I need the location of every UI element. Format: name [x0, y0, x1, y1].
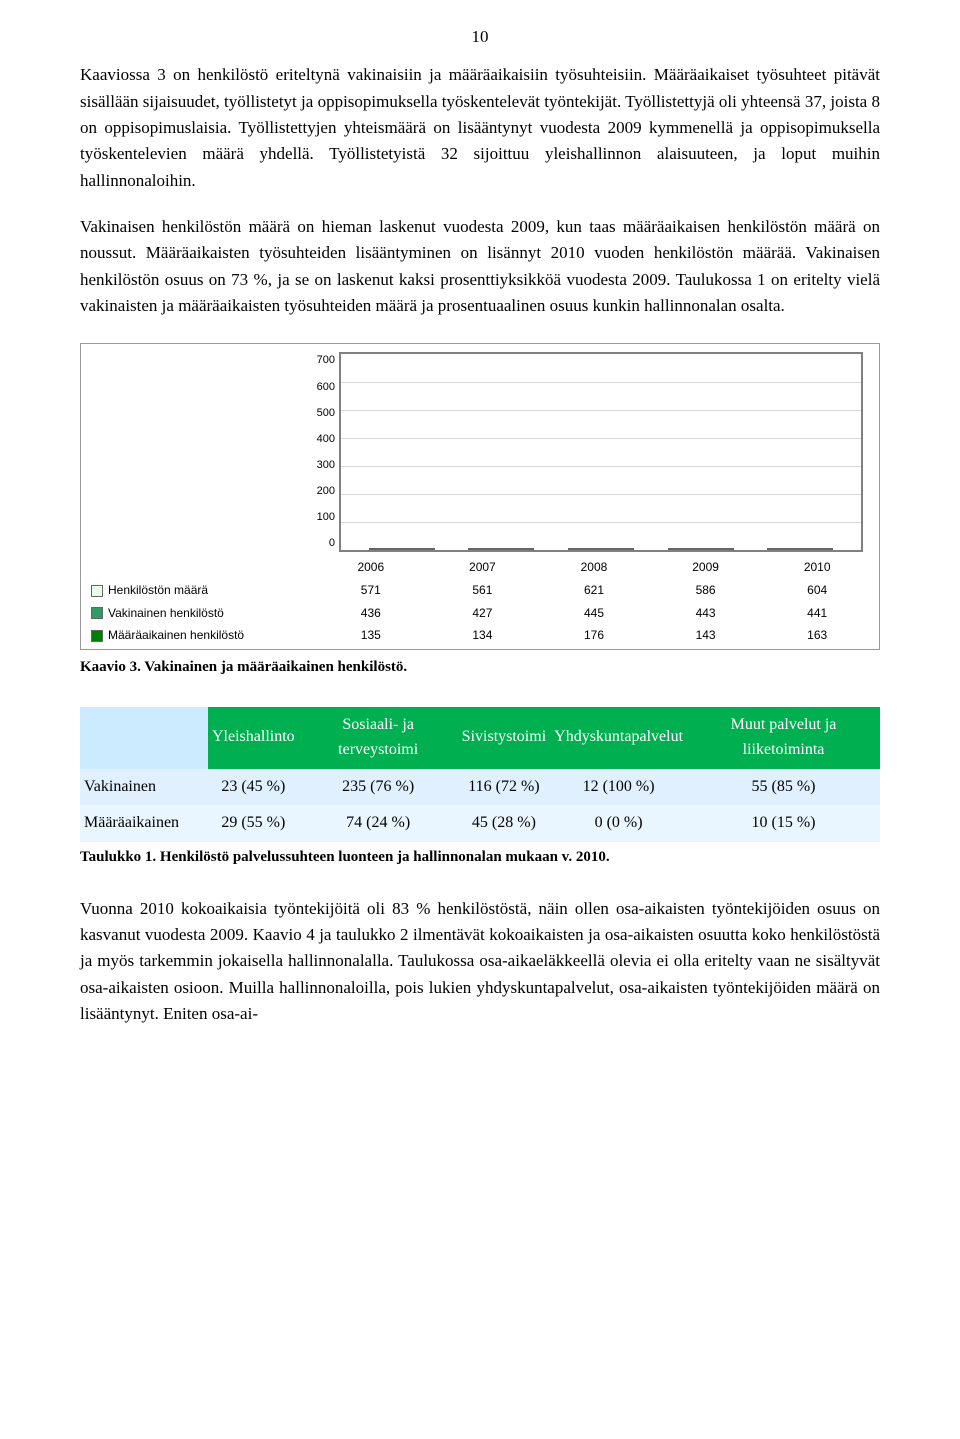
chart-plot [339, 352, 863, 552]
table-1-caption: Taulukko 1. Henkilöstö palvelussuhteen l… [80, 846, 880, 869]
paragraph-2: Vakinaisen henkilöstön määrä on hieman l… [80, 214, 880, 319]
chart-y-axis: 7006005004003002001000 [307, 352, 339, 552]
chart-data-table: 20062007200820092010Henkilöstön määrä571… [87, 556, 873, 646]
paragraph-1: Kaaviossa 3 on henkilöstö eriteltynä vak… [80, 62, 880, 194]
paragraph-3: Vuonna 2010 kokoaikaisia työntekijöitä o… [80, 896, 880, 1028]
page-number: 10 [80, 24, 880, 50]
chart-3: 7006005004003002001000 20062007200820092… [80, 343, 880, 649]
chart-3-caption: Kaavio 3. Vakinainen ja määräaikainen he… [80, 656, 880, 679]
table-1: YleishallintoSosiaali- ja terveystoimiSi… [80, 707, 880, 842]
